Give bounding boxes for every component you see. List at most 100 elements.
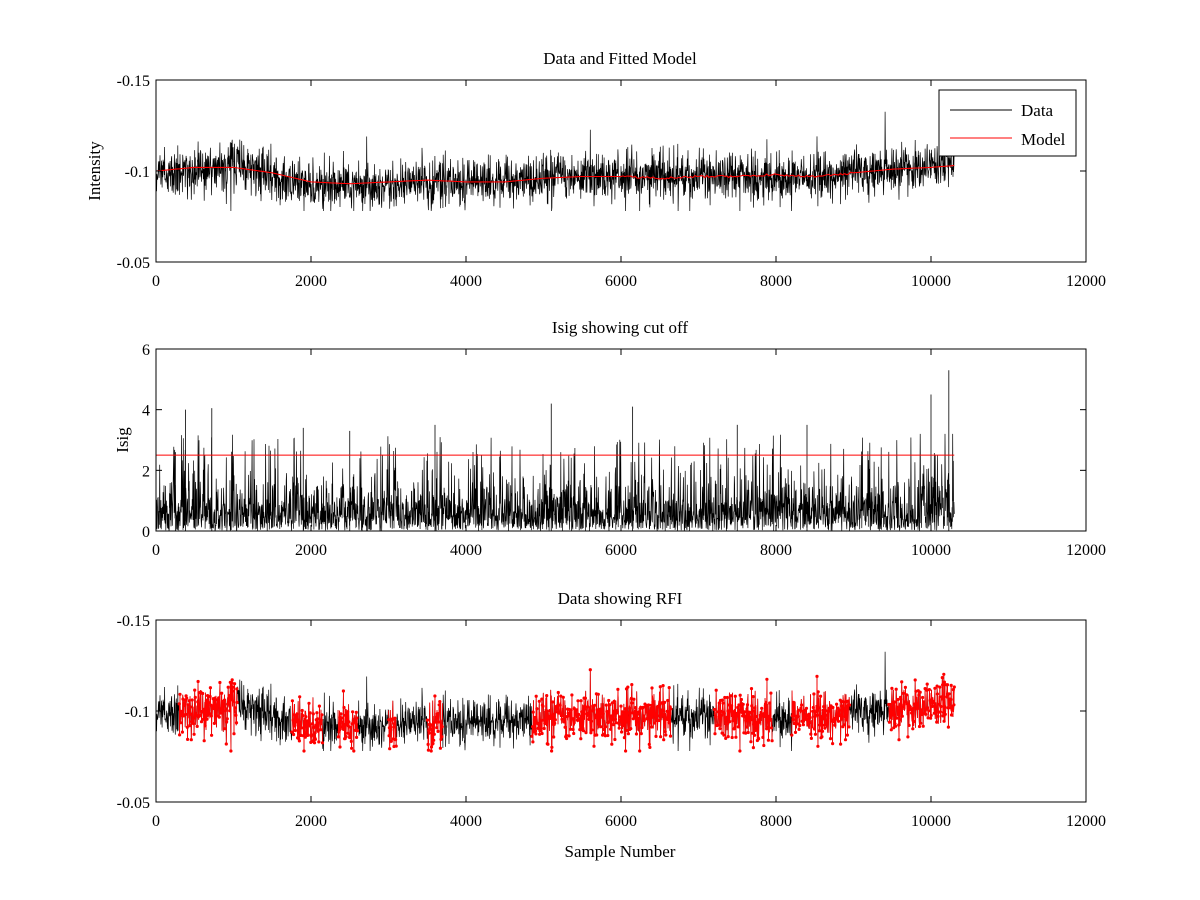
rfi-marker <box>733 694 737 698</box>
rfi-marker <box>388 747 392 751</box>
rfi-marker <box>183 712 188 717</box>
rfi-marker <box>430 730 434 734</box>
rfi-marker <box>204 699 208 703</box>
rfi-marker <box>199 720 204 724</box>
rfi-marker <box>627 711 631 715</box>
rfi-marker <box>225 717 229 721</box>
rfi-marker <box>208 694 212 699</box>
rfi-marker <box>290 699 294 703</box>
rfi-marker <box>847 725 851 729</box>
rfi-marker <box>793 721 797 726</box>
rfi-marker <box>306 719 310 723</box>
rfi-marker <box>579 699 583 703</box>
rfi-marker <box>720 698 725 702</box>
rfi-marker <box>217 715 221 719</box>
rfi-marker <box>578 716 583 721</box>
rfi-marker <box>538 719 543 723</box>
rfi-marker <box>811 709 815 713</box>
rfi-marker <box>204 711 208 715</box>
rfi-marker <box>631 711 635 715</box>
rfi-marker <box>734 735 738 739</box>
rfi-marker <box>609 714 613 718</box>
rfi-marker <box>790 733 794 737</box>
rfi-marker <box>812 727 817 731</box>
rfi-marker <box>178 692 182 696</box>
rfi-marker <box>816 690 820 694</box>
xtick-label: 4000 <box>450 542 482 559</box>
rfi-marker <box>583 704 587 708</box>
rfi-marker <box>810 725 814 729</box>
rfi-marker <box>658 685 662 689</box>
rfi-marker <box>811 705 815 710</box>
rfi-marker <box>748 710 752 715</box>
rfi-marker <box>757 737 761 741</box>
rfi-marker <box>753 733 757 737</box>
rfi-marker <box>429 745 434 749</box>
rfi-marker <box>431 741 435 746</box>
rfi-marker <box>394 744 398 748</box>
rfi-marker <box>622 724 626 728</box>
rfi-marker <box>952 685 956 689</box>
rfi-marker <box>306 733 310 737</box>
ytick-label: 6 <box>142 342 150 359</box>
rfi-marker <box>355 716 359 720</box>
rfi-marker <box>826 716 830 721</box>
rfi-marker <box>198 705 202 709</box>
rfi-marker <box>799 706 803 710</box>
rfi-marker <box>313 731 317 735</box>
rfi-marker <box>631 717 635 721</box>
rfi-marker <box>202 707 206 712</box>
rfi-marker <box>302 749 306 753</box>
rfi-marker <box>641 705 645 709</box>
rfi-marker <box>616 721 621 725</box>
rfi-marker <box>601 712 605 716</box>
rfi-marker <box>293 728 297 733</box>
rfi-marker <box>650 686 654 690</box>
rfi-marker <box>203 724 207 728</box>
rfi-marker <box>607 720 611 724</box>
rfi-marker <box>387 718 391 722</box>
rfi-marker <box>632 714 637 718</box>
rfi-marker <box>180 730 184 734</box>
rfi-marker <box>819 721 823 725</box>
rfi-marker <box>731 710 736 714</box>
xtick-label: 10000 <box>911 273 951 290</box>
rfi-marker <box>344 714 348 718</box>
rfi-marker <box>836 719 841 723</box>
rfi-marker <box>897 709 901 713</box>
rfi-marker <box>924 712 928 716</box>
rfi-marker <box>304 715 308 719</box>
rfi-marker <box>310 733 314 737</box>
rfi-marker <box>791 718 795 722</box>
rfi-marker <box>217 696 221 700</box>
rfi-marker <box>293 724 297 728</box>
rfi-marker <box>430 723 434 727</box>
rfi-marker <box>208 686 212 690</box>
xtick-label: 12000 <box>1066 813 1106 830</box>
rfi-marker <box>949 697 953 702</box>
rfi-marker <box>225 720 229 724</box>
rfi-marker <box>801 709 805 713</box>
rfi-marker <box>539 726 543 730</box>
ytick-label: -0.15 <box>117 73 150 90</box>
rfi-marker <box>213 696 217 700</box>
rfi-marker <box>912 719 916 724</box>
subplot-middle-xticks: 0 2000 4000 6000 8000 10000 12000 <box>152 349 1106 559</box>
isig-series-line <box>155 433 955 532</box>
rfi-marker <box>736 725 740 729</box>
rfi-marker <box>724 716 728 720</box>
rfi-marker <box>320 713 324 717</box>
rfi-marker <box>232 732 236 736</box>
subplot-bottom: Data showing RFI 0 2000 4000 6000 8000 10000 1… <box>117 589 1106 861</box>
rfi-marker <box>230 681 234 685</box>
rfi-marker <box>611 718 615 722</box>
rfi-marker <box>838 708 842 712</box>
rfi-marker <box>592 744 596 748</box>
rfi-marker <box>305 723 309 727</box>
xtick-label: 0 <box>152 813 160 830</box>
rfi-marker <box>338 745 342 749</box>
rfi-marker <box>304 731 309 735</box>
ytick-label: 2 <box>142 463 150 480</box>
rfi-marker <box>932 699 936 703</box>
rfi-marker <box>428 727 432 731</box>
